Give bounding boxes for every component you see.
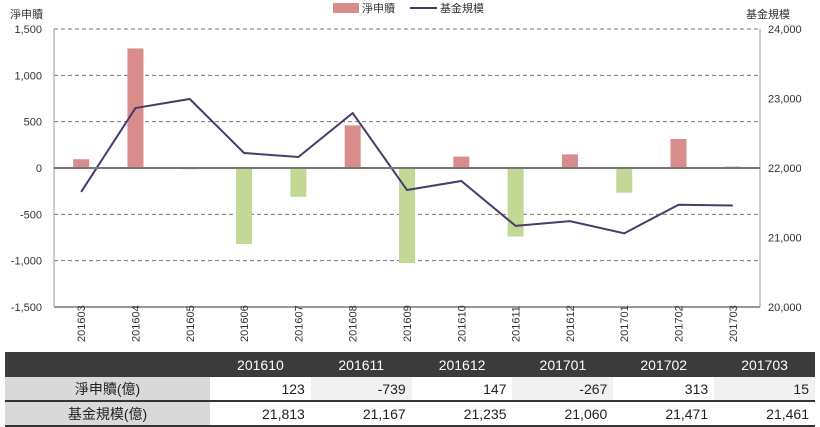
table-cell: 21,471 — [613, 401, 715, 427]
right-tick-label: 23,000 — [768, 94, 802, 106]
bar — [399, 168, 415, 263]
x-tick-label: 201701 — [619, 305, 631, 342]
left-tick-label: -500 — [20, 209, 42, 221]
table-header: 201610 — [210, 352, 311, 377]
chart: 1,500 1,000 500 0 -500 -1,000 -1,500 24,000 23,0… — [10, 1, 802, 342]
table-row: 淨申贖(億) 123 -739 147 -267 313 15 — [5, 377, 815, 402]
table-cell: 15 — [714, 377, 815, 402]
right-tick-label: 22,000 — [768, 163, 802, 175]
table-cell: 21,461 — [714, 401, 815, 427]
left-tick-label: 1,500 — [14, 24, 42, 36]
bar — [344, 125, 361, 168]
table-cell: 21,235 — [411, 401, 513, 427]
x-tick-label: 201612 — [565, 305, 577, 342]
table-header: 201703 — [714, 352, 815, 377]
x-tick-label: 201703 — [728, 305, 740, 342]
table-cell: -267 — [512, 377, 614, 402]
x-tick-label: 201607 — [293, 305, 305, 342]
right-tick-label: 20,000 — [768, 302, 802, 314]
table-header — [5, 352, 210, 377]
x-tick-label: 201702 — [674, 305, 686, 342]
x-tick-label: 201610 — [456, 305, 468, 342]
right-tick-label: 21,000 — [768, 233, 802, 245]
table-header: 201611 — [310, 352, 412, 377]
table-cell: -739 — [310, 377, 412, 402]
legend-bar-label: 淨申贖 — [362, 1, 395, 15]
left-tick-label: 0 — [36, 163, 42, 175]
x-tick-label: 201606 — [239, 305, 251, 342]
table-header: 201701 — [512, 352, 614, 377]
table-cell: 313 — [613, 377, 715, 402]
left-tick-label: 1,000 — [14, 70, 42, 82]
data-table: 201610 201611 201612 201701 201702 20170… — [5, 352, 815, 427]
right-axis-title: 基金規模 — [746, 7, 790, 21]
table-header: 201612 — [411, 352, 513, 377]
table-cell: 21,060 — [512, 401, 614, 427]
x-tick-label: 201604 — [130, 305, 142, 342]
table-cell: 21,167 — [310, 401, 412, 427]
table-row: 基金規模(億) 21,813 21,167 21,235 21,060 21,4… — [5, 401, 815, 427]
bar — [236, 168, 253, 244]
table-cell: 21,813 — [210, 401, 311, 427]
bar — [73, 159, 90, 168]
x-tick-label: 201608 — [348, 305, 360, 342]
left-axis-title: 淨申贖 — [10, 7, 43, 21]
table-header: 201702 — [613, 352, 715, 377]
left-tick-label: -1,000 — [11, 256, 42, 268]
row-label: 淨申贖(億) — [5, 377, 210, 402]
x-tick-label: 201611 — [511, 306, 523, 342]
legend-bar-swatch — [333, 3, 359, 13]
left-tick-label: -1,500 — [11, 302, 42, 314]
line-series — [80, 97, 733, 235]
legend-line-label: 基金規模 — [440, 1, 484, 15]
table-cell: 123 — [210, 377, 311, 402]
bar — [616, 168, 633, 193]
bar — [561, 154, 578, 168]
x-tick-label: 201605 — [185, 305, 197, 342]
x-tick-label: 201609 — [402, 305, 414, 342]
x-tick-label: 201603 — [76, 305, 88, 342]
bar — [453, 156, 470, 168]
table-cell: 147 — [411, 377, 513, 402]
right-tick-label: 24,000 — [768, 24, 802, 36]
bar — [670, 138, 687, 168]
bar — [507, 168, 524, 237]
left-tick-label: 500 — [24, 117, 42, 129]
table-header-row: 201610 201611 201612 201701 201702 20170… — [5, 352, 815, 377]
row-label: 基金規模(億) — [5, 401, 210, 427]
bar — [290, 168, 307, 197]
